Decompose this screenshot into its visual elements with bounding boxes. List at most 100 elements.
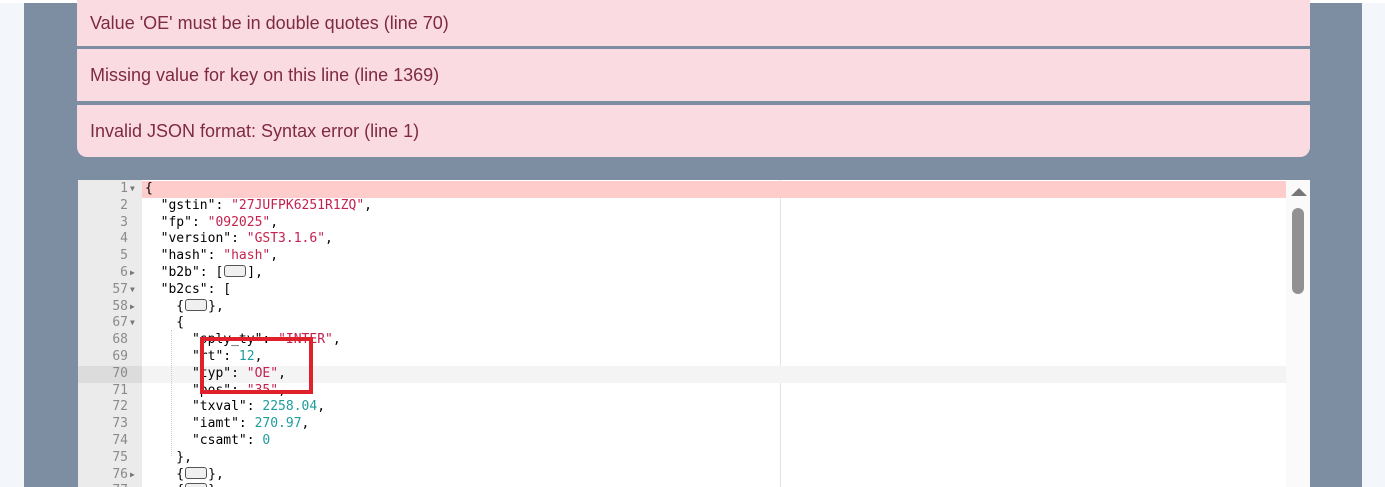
fold-placeholder-icon[interactable] — [185, 298, 208, 311]
code-text: }, — [145, 450, 192, 467]
fold-closed-icon[interactable]: ▶ — [130, 483, 140, 487]
json-code-editor[interactable]: 1 ▼{2 "gstin": "27JUFPK6251R1ZQ", 3 "fp": … — [78, 180, 1310, 487]
code-token: , — [325, 231, 333, 247]
line-number: 67 — [112, 315, 128, 331]
code-text: "csamt": 0 — [145, 433, 270, 450]
error-message: Invalid JSON format: Syntax error (line … — [77, 105, 1310, 157]
code-token: "hash": — [145, 248, 224, 264]
code-token: "csamt": — [145, 433, 263, 448]
gutter-cell — [78, 365, 142, 383]
line-number: 77 — [78, 483, 128, 487]
code-token: { — [145, 483, 184, 487]
code-token: }, — [208, 483, 224, 487]
error-message: Value 'OE' must be in double quotes (lin… — [77, 0, 1310, 46]
fold-placeholder-icon[interactable] — [185, 466, 208, 479]
code-token: , — [270, 214, 279, 230]
code-token: }, — [208, 298, 224, 314]
code-text: {}, — [145, 298, 224, 316]
code-line[interactable]: 2 "gstin": "27JUFPK6251R1ZQ", — [78, 198, 1286, 215]
code-text: "gstin": "27JUFPK6251R1ZQ", — [145, 198, 372, 215]
line-number: 2 — [120, 197, 128, 213]
code-token: , — [301, 416, 310, 432]
line-number: 57 — [112, 281, 128, 297]
line-number: 74 — [112, 433, 128, 448]
fold-placeholder-icon[interactable] — [185, 483, 208, 487]
line-number-gutter — [78, 180, 142, 487]
code-line[interactable]: 5 "hash": "hash", — [78, 248, 1286, 265]
code-token: "27JUFPK6251R1ZQ" — [231, 197, 365, 213]
code-token: , — [270, 248, 279, 264]
code-token: { — [145, 298, 185, 314]
code-line[interactable]: 67 ▼ { — [78, 315, 1286, 332]
line-number: 70 — [112, 365, 128, 381]
code-line[interactable]: 76 ▶ {}, — [78, 466, 1286, 484]
code-token: }, — [208, 466, 224, 482]
code-text: {}, — [145, 466, 224, 484]
code-token: "GST3.1.6" — [246, 231, 326, 247]
code-token: "iamt": — [145, 416, 255, 432]
code-token: { — [145, 181, 153, 196]
code-line[interactable]: 58 ▶ {}, — [78, 298, 1286, 316]
code-text: "hash": "hash", — [145, 248, 278, 265]
fold-closed-icon[interactable]: ▶ — [130, 301, 135, 311]
code-token: "txval": — [145, 399, 263, 415]
scrollbar-thumb[interactable] — [1292, 208, 1304, 294]
code-line[interactable]: 74 "csamt": 0 — [78, 433, 1286, 450]
code-line[interactable]: 75 }, — [78, 450, 1286, 467]
code-token: , — [364, 197, 372, 213]
code-line[interactable]: 73 "iamt": 270.97, — [78, 416, 1286, 433]
line-number: 68 — [112, 332, 128, 348]
line-number: 58 — [112, 298, 128, 314]
gutter-cell — [78, 181, 142, 198]
code-line[interactable]: 4 "version": "GST3.1.6", — [78, 231, 1286, 248]
code-token: { — [145, 466, 185, 482]
code-line[interactable]: 77▶ {}, — [78, 483, 1286, 487]
fold-closed-icon[interactable]: ▶ — [130, 268, 135, 277]
code-token: { — [145, 315, 185, 331]
code-line[interactable]: 6 ▶ "b2b": [], — [78, 265, 1286, 282]
code-line[interactable]: 3 "fp": "092025", — [78, 215, 1286, 232]
code-token: 270.97 — [254, 416, 302, 432]
code-token: "b2b": [ — [145, 265, 224, 280]
line-number: 3 — [120, 214, 128, 230]
code-text: "version": "GST3.1.6", — [145, 231, 333, 248]
code-token: 0 — [262, 433, 271, 448]
line-number: 5 — [120, 248, 128, 264]
code-token: , — [332, 332, 341, 348]
indent-guide — [171, 330, 172, 456]
line-number: 1 — [120, 181, 128, 196]
code-text: { — [145, 315, 184, 332]
fold-closed-icon[interactable]: ▶ — [130, 469, 135, 479]
code-text: {}, — [145, 483, 224, 487]
fold-open-icon[interactable]: ▼ — [130, 284, 135, 294]
highlight-annotation-box — [200, 337, 313, 394]
code-text: { — [145, 181, 153, 198]
code-text: "b2b": [], — [145, 265, 263, 282]
code-line[interactable]: 72 "txval": 2258.04, — [78, 399, 1286, 416]
code-token: 12 — [238, 349, 255, 364]
code-line[interactable]: 1 ▼ { — [78, 181, 1286, 198]
code-token: "092025" — [207, 214, 271, 230]
code-token: , — [278, 365, 286, 381]
code-token: "hash" — [223, 248, 271, 264]
code-text: "fp": "092025", — [145, 215, 278, 232]
code-token: "OE" — [246, 365, 279, 381]
code-token: , — [317, 399, 326, 415]
scroll-up-arrow-icon[interactable] — [1291, 188, 1307, 196]
error-message: Missing value for key on this line (line… — [77, 49, 1310, 101]
code-token: , — [254, 349, 263, 364]
print-margin — [780, 180, 781, 487]
fold-placeholder-icon[interactable] — [224, 265, 247, 277]
code-text: "iamt": 270.97, — [145, 416, 309, 433]
code-text: "txval": 2258.04, — [145, 399, 325, 416]
line-number: 73 — [112, 416, 128, 432]
line-number: 4 — [120, 231, 128, 247]
vertical-scrollbar[interactable] — [1286, 180, 1310, 487]
fold-open-icon[interactable]: ▼ — [130, 318, 135, 328]
fold-open-icon[interactable]: ▼ — [130, 184, 135, 193]
code-token: 2258.04 — [262, 399, 318, 415]
code-token: "gstin": — [145, 197, 232, 213]
code-token: "version": — [145, 231, 247, 247]
code-token: "fp": — [145, 214, 208, 230]
code-line[interactable]: 57 ▼ "b2cs": [ — [78, 282, 1286, 299]
